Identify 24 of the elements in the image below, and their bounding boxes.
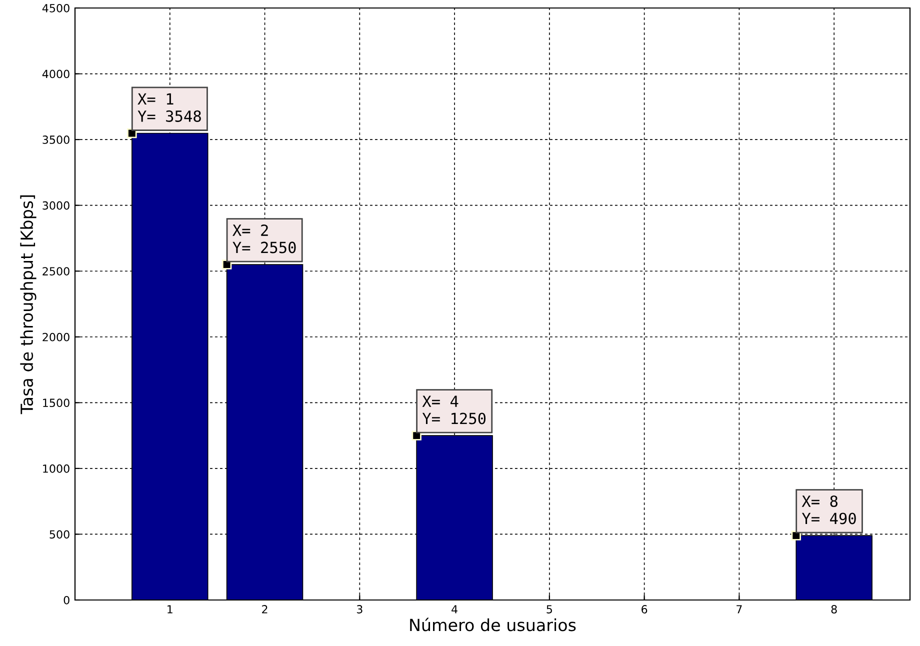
x-tick-label: 1 <box>168 605 172 614</box>
x-tick-label: 8 <box>831 605 837 614</box>
y-tick-label: 500 <box>50 530 70 539</box>
y-tick-label: 4000 <box>42 70 70 78</box>
annotation: X= 4 Y= 1250 <box>422 396 486 424</box>
y-tick-label: 2000 <box>42 332 70 342</box>
annotation: X= 8 Y= 490 <box>802 495 856 524</box>
y-tick-label: 3000 <box>42 201 70 210</box>
annotation: X= 2 Y= 2550 <box>232 224 296 254</box>
y-tick-label: 4500 <box>42 4 70 12</box>
y-tick-label: 1500 <box>43 398 70 408</box>
y-tick-label: 1000 <box>43 464 70 473</box>
annotation: X= 1 Y= 3548 <box>138 93 201 122</box>
y-axis-title: Tasa de throughput [Kbps] <box>20 195 36 414</box>
x-tick-label: 5 <box>546 605 552 614</box>
x-axis-title: Número de usuarios <box>410 618 576 632</box>
y-tick-label: 0 <box>64 596 70 604</box>
x-tick-label: 7 <box>736 605 742 614</box>
y-tick-label: 3500 <box>42 136 70 144</box>
x-tick-label: 2 <box>262 605 268 614</box>
x-tick-label: 3 <box>356 605 362 614</box>
y-tick-label: 2500 <box>42 267 70 276</box>
x-tick-label: 4 <box>452 605 458 614</box>
x-tick-label: 6 <box>642 605 648 614</box>
